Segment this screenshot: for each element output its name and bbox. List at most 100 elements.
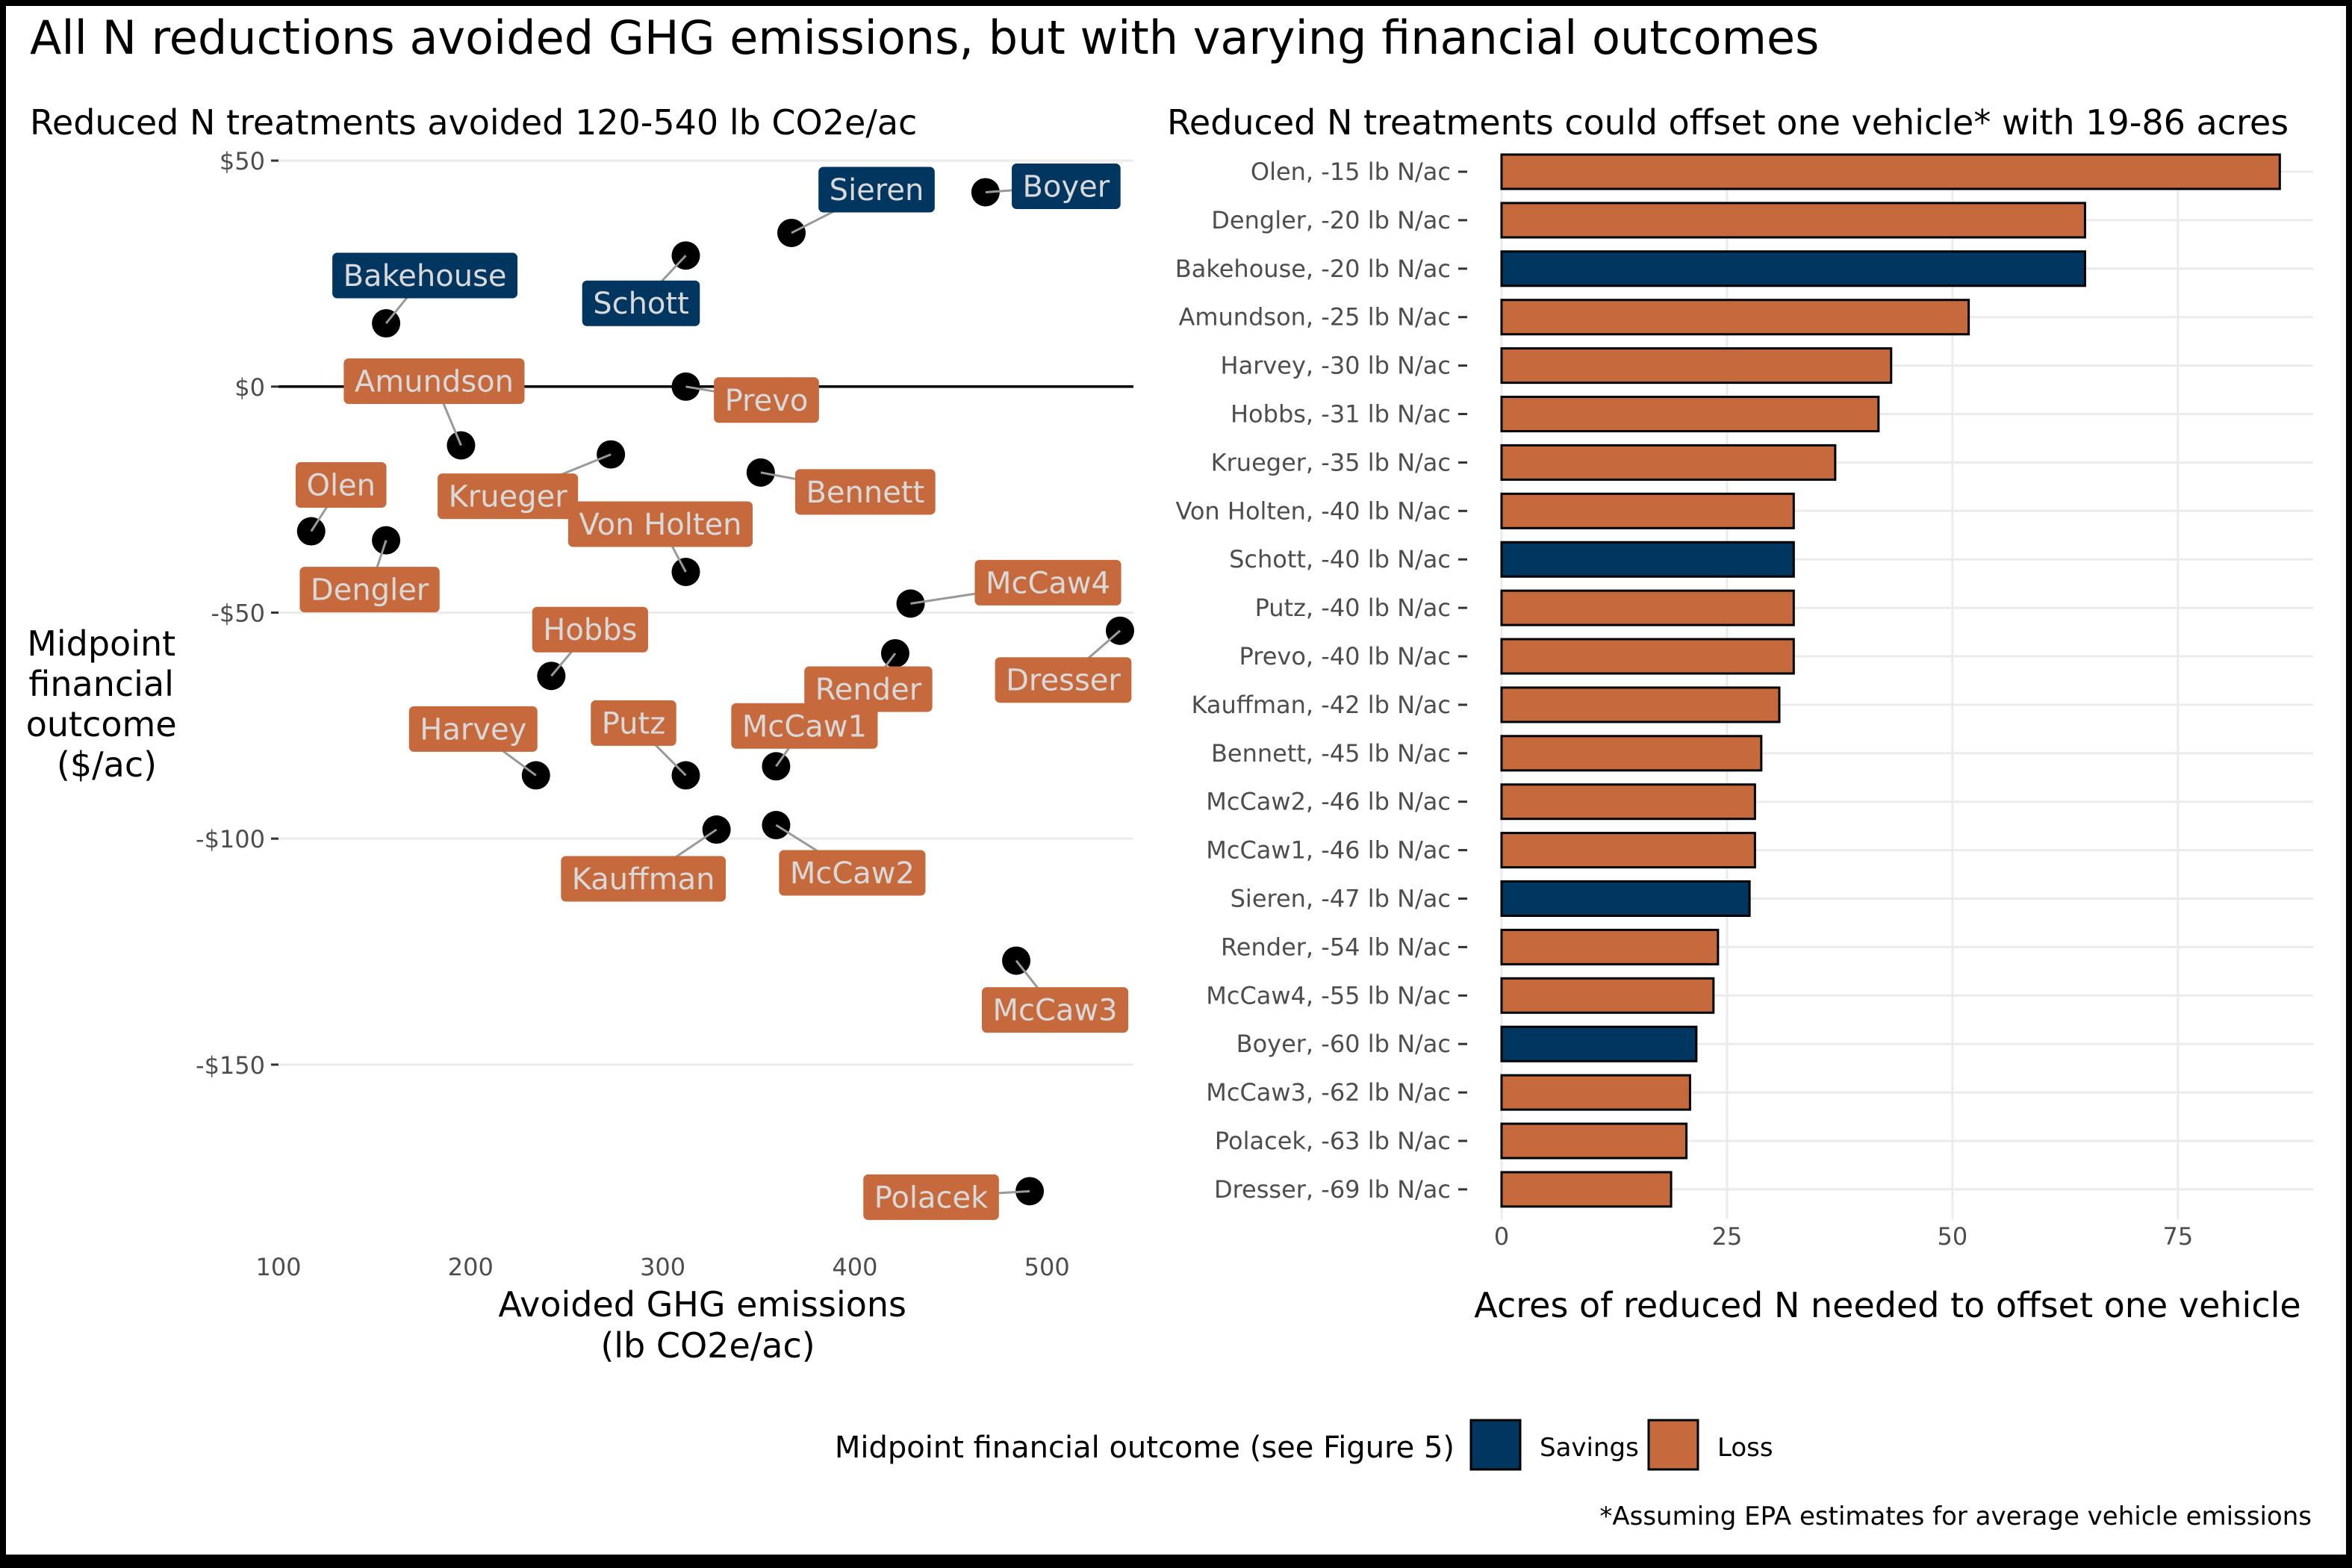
x-tick-label: 300 bbox=[640, 1253, 685, 1281]
bar-kauffman bbox=[1500, 686, 1781, 724]
figure-canvas: All N reductions avoided GHG emissions, … bbox=[26, 10, 2313, 1531]
y-label-line: outcome bbox=[26, 704, 177, 744]
point-label-prevo: Prevo bbox=[714, 377, 819, 423]
point-label-von-holten: Von Holten bbox=[567, 501, 753, 547]
point-label-text: Putz bbox=[602, 706, 665, 741]
point-label-box bbox=[591, 700, 676, 746]
bar-krueger bbox=[1500, 444, 1837, 481]
footnote: *Assuming EPA estimates for average vehi… bbox=[1599, 1502, 2312, 1531]
point-label-text: Bakehouse bbox=[343, 259, 507, 293]
point-label-text: Kauffman bbox=[572, 862, 715, 897]
bar-olen bbox=[1500, 153, 2281, 190]
x-tick-label: 500 bbox=[1024, 1253, 1070, 1281]
bar-category-label: Olen, -15 lb N/ac bbox=[1251, 158, 1451, 186]
figure-title: All N reductions avoided GHG emissions, … bbox=[30, 10, 1819, 65]
scatter-panel: Reduced N treatments avoided 120-540 lb … bbox=[26, 102, 1134, 1366]
x-tick-label: 100 bbox=[255, 1253, 301, 1281]
point-label-box bbox=[408, 706, 538, 752]
scatter-y-ticks: $50 $0 -$50 -$100 -$150 bbox=[196, 147, 279, 1080]
point-label-text: Prevo bbox=[725, 384, 809, 418]
y-label-line: financial bbox=[28, 664, 174, 704]
point-label-olen: Olen bbox=[295, 462, 387, 508]
bar-dresser bbox=[1500, 1171, 1673, 1208]
point-label-box bbox=[804, 666, 933, 712]
point-label-text: Harvey bbox=[420, 712, 526, 747]
point-label-text: Dresser bbox=[1006, 664, 1121, 698]
y-tick-label: -$50 bbox=[211, 599, 265, 627]
bar-bakehouse bbox=[1500, 250, 2086, 287]
bar-mccaw4 bbox=[1500, 977, 1715, 1014]
bar-amundson bbox=[1500, 299, 1970, 336]
bar-mccaw3 bbox=[1500, 1074, 1691, 1111]
point-label-mccaw4: McCaw4 bbox=[974, 559, 1121, 606]
bar-category-label: Krueger, -35 lb N/ac bbox=[1211, 448, 1451, 476]
y-tick-label: $0 bbox=[234, 373, 265, 402]
point-label-text: Bennett bbox=[806, 476, 924, 510]
x-tick-label: 50 bbox=[1938, 1222, 1968, 1251]
x-tick-label: 400 bbox=[832, 1253, 877, 1281]
bar-boyer bbox=[1500, 1025, 1698, 1063]
scatter-title: Reduced N treatments avoided 120-540 lb … bbox=[30, 102, 917, 143]
point-label-polacek: Polacek bbox=[863, 1174, 999, 1220]
point-label-putz: Putz bbox=[591, 700, 676, 746]
point-label-text: Amundson bbox=[355, 364, 514, 399]
figure-frame: All N reductions avoided GHG emissions, … bbox=[6, 6, 2346, 1555]
bar-sieren bbox=[1500, 880, 1751, 917]
bar-category-label: Von Holten, -40 lb N/ac bbox=[1175, 497, 1451, 525]
point-label-text: Boyer bbox=[1023, 169, 1110, 204]
point-label-text: McCaw3 bbox=[992, 994, 1117, 1028]
x-tick-label: 75 bbox=[2162, 1222, 2193, 1251]
bar-category-label: Harvey, -30 lb N/ac bbox=[1221, 352, 1451, 380]
x-tick-label: 0 bbox=[1494, 1222, 1509, 1251]
point-label-box bbox=[1012, 163, 1121, 209]
bar-von-holten bbox=[1500, 492, 1795, 529]
point-label-mccaw1: McCaw1 bbox=[731, 703, 878, 749]
point-label-box bbox=[438, 473, 579, 520]
bar-category-label: McCaw4, -55 lb N/ac bbox=[1206, 981, 1451, 1009]
point-label-box bbox=[981, 987, 1129, 1033]
scatter-point-labels: Olen Dengler Bakehouse Amundson Harvey Hobbs K… bbox=[295, 163, 1132, 1220]
legend-swatch-loss bbox=[1647, 1419, 1699, 1471]
bar-panel: Reduced N treatments could offset one ve… bbox=[1167, 102, 2313, 1325]
bar-category-label: McCaw3, -62 lb N/ac bbox=[1206, 1078, 1451, 1107]
bar-category-label: Prevo, -40 lb N/ac bbox=[1239, 642, 1451, 671]
point-label-text: McCaw2 bbox=[790, 856, 915, 891]
point-label-box bbox=[582, 280, 700, 326]
y-label-line: Midpoint bbox=[27, 623, 175, 664]
bar-prevo bbox=[1500, 638, 1795, 675]
point-label-amundson: Amundson bbox=[343, 358, 525, 404]
point-label-sieren: Sieren bbox=[818, 167, 935, 213]
point-label-box bbox=[974, 559, 1121, 606]
bar-schott bbox=[1500, 541, 1795, 578]
point-label-text: Von Holten bbox=[579, 508, 741, 542]
point-label-boyer: Boyer bbox=[1012, 163, 1121, 209]
point-label-dresser: Dresser bbox=[995, 657, 1132, 703]
y-tick-label: -$150 bbox=[196, 1051, 265, 1080]
scatter-x-ticks: 100 200 300 400 500 bbox=[255, 1253, 1069, 1281]
bar-category-label: Amundson, -25 lb N/ac bbox=[1178, 303, 1451, 332]
bar-x-ticks: 0 25 50 75 bbox=[1494, 1222, 2193, 1251]
bar-category-label: McCaw2, -46 lb N/ac bbox=[1206, 788, 1451, 816]
bar-polacek bbox=[1500, 1122, 1688, 1160]
point-label-box bbox=[567, 501, 753, 547]
bar-mccaw1 bbox=[1500, 832, 1756, 869]
point-label-text: McCaw1 bbox=[742, 709, 867, 744]
legend: Midpoint financial outcome (see Figure 5… bbox=[835, 1419, 1773, 1471]
point-label-mccaw3: McCaw3 bbox=[981, 987, 1129, 1033]
bar-category-label: Putz, -40 lb N/ac bbox=[1255, 594, 1451, 622]
point-label-bakehouse: Bakehouse bbox=[332, 252, 518, 299]
bar-category-label: Bennett, -45 lb N/ac bbox=[1211, 739, 1451, 768]
x-tick-label: 200 bbox=[448, 1253, 494, 1281]
legend-label-loss: Loss bbox=[1717, 1433, 1773, 1463]
bar-harvey bbox=[1500, 347, 1893, 385]
point-label-box bbox=[299, 567, 440, 613]
point-label-box bbox=[863, 1174, 999, 1220]
bar-render bbox=[1500, 928, 1720, 965]
point-label-schott: Schott bbox=[582, 280, 700, 326]
y-tick-label: -$100 bbox=[196, 825, 265, 853]
legend-label-savings: Savings bbox=[1540, 1433, 1639, 1463]
point-label-text: Render bbox=[815, 673, 922, 707]
point-label-box bbox=[343, 358, 525, 404]
x-tick-label: 25 bbox=[1712, 1222, 1743, 1251]
point-label-kauffman: Kauffman bbox=[561, 856, 727, 902]
